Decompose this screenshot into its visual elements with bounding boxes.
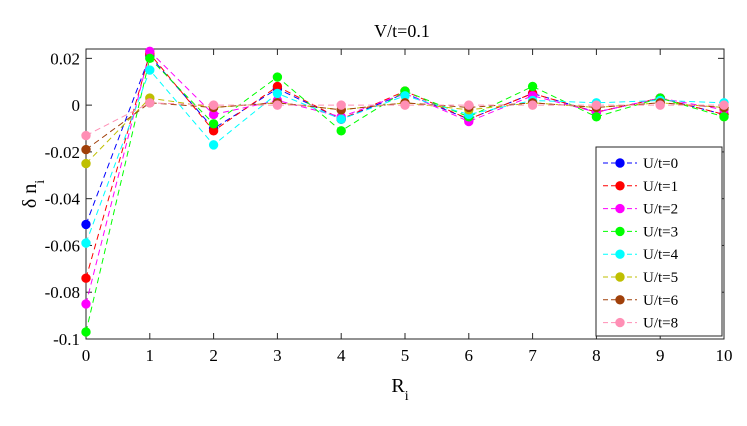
data-point xyxy=(81,144,91,155)
x-tick-label: 6 xyxy=(465,346,474,365)
y-tick-label: -0.02 xyxy=(45,143,80,162)
legend-entry: U/t=5 xyxy=(603,270,678,286)
data-point xyxy=(272,72,283,82)
legend-marker xyxy=(615,158,625,168)
legend-label: U/t=0 xyxy=(643,156,678,172)
data-point xyxy=(81,327,91,337)
x-axis-label: Ri xyxy=(391,375,408,404)
data-point xyxy=(527,100,538,110)
x-tick-label: 7 xyxy=(528,346,537,365)
data-point xyxy=(81,158,91,169)
data-point xyxy=(527,81,538,92)
legend-entry: U/t=1 xyxy=(603,179,678,195)
x-tick-label: 9 xyxy=(656,346,665,365)
y-axis-label-main: δ n xyxy=(19,184,41,208)
legend-label: U/t=8 xyxy=(643,316,678,332)
y-tick-label: -0.04 xyxy=(45,190,81,209)
legend-label: U/t=2 xyxy=(643,202,678,218)
y-axis-label-subscript: i xyxy=(33,180,48,184)
x-tick-label: 8 xyxy=(592,346,601,365)
data-point xyxy=(145,53,155,64)
x-tick-label: 4 xyxy=(337,346,346,365)
legend-marker xyxy=(615,181,625,191)
series-line xyxy=(85,102,724,136)
data-point xyxy=(208,140,219,150)
x-tick-label: 0 xyxy=(82,346,91,365)
data-point xyxy=(81,273,91,283)
legend-marker xyxy=(615,272,625,282)
legend-marker xyxy=(615,295,625,305)
legend-label: U/t=5 xyxy=(643,270,678,286)
x-tick-label: 5 xyxy=(401,346,410,365)
data-point xyxy=(81,299,91,309)
data-point xyxy=(208,119,219,129)
x-axis-label-main: R xyxy=(391,375,405,397)
x-tick-label: 2 xyxy=(209,346,218,365)
legend-marker xyxy=(615,249,625,259)
legend: U/t=0 U/t=1 U/t=2 U/t=3 U/t=4 U/t=5 U/t=6 U/t=8 xyxy=(595,146,723,337)
data-point xyxy=(336,100,346,110)
data-point xyxy=(719,100,729,110)
legend-entry: U/t=4 xyxy=(603,247,679,263)
data-point xyxy=(464,100,474,110)
y-tick-label: 0.02 xyxy=(50,49,80,68)
data-point xyxy=(591,112,602,122)
data-point xyxy=(145,65,155,75)
legend-entry: U/t=0 xyxy=(603,156,678,172)
y-axis-label: δ ni xyxy=(19,180,48,208)
y-tick-label: -0.08 xyxy=(45,283,80,302)
legend-entry: U/t=8 xyxy=(603,316,678,332)
chart-title: V/t=0.1 xyxy=(374,21,430,41)
legend-entry: U/t=2 xyxy=(603,202,678,218)
data-point xyxy=(591,100,602,110)
data-point xyxy=(81,238,91,248)
legend-box xyxy=(595,146,723,337)
data-point xyxy=(719,112,729,122)
data-point xyxy=(272,100,283,110)
legend-marker xyxy=(615,203,625,214)
x-axis-label-subscript: i xyxy=(405,389,409,404)
legend-label: U/t=4 xyxy=(643,247,679,263)
data-point xyxy=(655,100,665,110)
legend-marker xyxy=(615,226,625,237)
legend-label: U/t=1 xyxy=(643,179,678,195)
data-point xyxy=(145,98,155,108)
series-line xyxy=(85,50,725,305)
x-tick-label: 10 xyxy=(716,346,733,365)
legend-label: U/t=3 xyxy=(643,224,678,240)
legend-entry: U/t=6 xyxy=(603,293,679,309)
data-point xyxy=(208,100,219,110)
legend-entry: U/t=3 xyxy=(603,224,678,240)
data-point xyxy=(400,100,410,110)
data-point xyxy=(336,114,346,124)
y-tick-label: 0 xyxy=(72,96,81,115)
data-point xyxy=(336,126,346,136)
data-point xyxy=(81,219,91,230)
series-group xyxy=(81,98,729,141)
y-tick-label: -0.06 xyxy=(45,236,80,255)
data-point xyxy=(272,88,283,99)
legend-marker xyxy=(615,317,625,328)
x-tick-label: 1 xyxy=(146,346,155,365)
data-point xyxy=(81,130,91,141)
x-tick-label: 3 xyxy=(273,346,282,365)
data-series xyxy=(81,46,729,337)
y-tick-label: -0.1 xyxy=(53,330,80,349)
axis-ticks: 0 1 2 3 4 5 6 7 8 9 10 -0.1 -0.08 -0.06 -0.04 -0.02 0 0.0… xyxy=(45,49,733,365)
legend-label: U/t=6 xyxy=(643,293,679,309)
